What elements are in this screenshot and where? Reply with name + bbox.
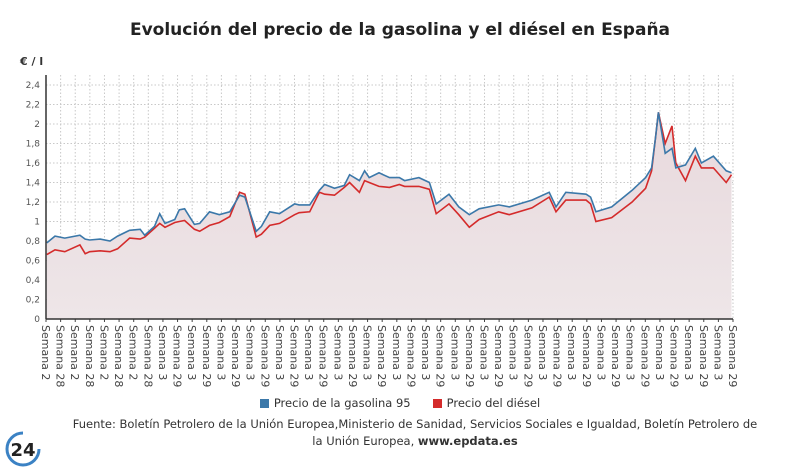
- x-tick-label: Semana 28: [112, 325, 125, 387]
- x-tick-label: Semana 29: [229, 325, 242, 387]
- x-tick-label: Semana 3: [185, 325, 198, 380]
- x-tick-label: Semana 2: [68, 325, 81, 380]
- x-tick-label: Semana 3: [653, 325, 666, 380]
- x-tick-label: Semana 29: [463, 325, 476, 387]
- x-tick-label: Semana 3: [302, 325, 315, 380]
- series-line-gasoline: [46, 112, 732, 244]
- x-tick-label: Semana 29: [726, 325, 739, 387]
- y-tick-label: 1,2: [26, 198, 40, 208]
- legend-label-diesel: Precio del diésel: [446, 396, 541, 410]
- source-note: Fuente: Boletín Petrolero de la Unión Eu…: [70, 416, 760, 450]
- legend-swatch-diesel: [432, 398, 442, 408]
- x-tick-label: Semana 29: [404, 325, 417, 387]
- line-chart: 0 0,2 0,4 0,6 0,8 1 1,2 1,4 1,6 1,8 2 2,2 2,4 Semana…: [26, 75, 739, 387]
- legend-swatch-gasoline: [259, 398, 269, 408]
- y-axis-label: € / l: [20, 55, 44, 68]
- x-tick-label: Semana 29: [580, 325, 593, 387]
- x-tick-label: Semana 3: [565, 325, 578, 380]
- axes: [45, 75, 733, 320]
- area-fill: [46, 112, 732, 319]
- x-tick-label: Semana 29: [258, 325, 271, 387]
- x-tick-label: Semana 3: [711, 325, 724, 380]
- x-tick-label: Semana 29: [171, 325, 184, 387]
- x-tick-label: Semana 3: [507, 325, 520, 380]
- x-tick-label: Semana 29: [551, 325, 564, 387]
- x-tick-label: Semana 3: [331, 325, 344, 380]
- x-tick-label: Semana 2: [127, 325, 140, 380]
- y-tick-label: 1,4: [26, 179, 41, 189]
- chart-title: Evolución del precio de la gasolina y el…: [129, 20, 671, 40]
- x-tick-labels: Semana 2 Semana 28 Semana 2 Semana 28 Semana…: [39, 325, 739, 387]
- y-tick-label: 0,8: [26, 237, 41, 247]
- x-tick-label: Semana 3: [361, 325, 374, 380]
- y-tick-label: 1,6: [26, 159, 41, 169]
- y-tick-label: 0,4: [26, 276, 41, 286]
- x-tick-label: Semana 3: [156, 325, 169, 380]
- y-tick-labels: 0 0,2 0,4 0,6 0,8 1 1,2 1,4 1,6 1,8 2 2,2 2,4: [26, 81, 41, 325]
- x-tick-label: Semana 2: [97, 325, 110, 380]
- x-tick-label: Semana 28: [54, 325, 67, 387]
- x-tick-label: Semana 3: [682, 325, 695, 380]
- x-tick-label: Semana 29: [697, 325, 710, 387]
- x-tick-label: Semana 3: [273, 325, 286, 380]
- x-tick-label: Semana 3: [390, 325, 403, 380]
- x-tick-label: Semana 3: [448, 325, 461, 380]
- x-tick-label: Semana 3: [594, 325, 607, 380]
- x-tick-label: Semana 29: [609, 325, 622, 387]
- x-tick-label: Semana 29: [200, 325, 213, 387]
- svg-text:24: 24: [10, 440, 35, 461]
- x-tick-label: Semana 29: [638, 325, 651, 387]
- y-tick-label: 0,6: [26, 257, 41, 267]
- x-tick-label: Semana 28: [141, 325, 154, 387]
- x-tick-label: Semana 29: [521, 325, 534, 387]
- legend-item-gasoline[interactable]: Precio de la gasolina 95: [259, 396, 411, 410]
- x-tick-label: Semana 3: [536, 325, 549, 380]
- x-tick-label: Semana 3: [624, 325, 637, 380]
- x-tick-label: Semana 3: [419, 325, 432, 380]
- x-tick-label: Semana 2: [39, 325, 52, 380]
- y-tick-label: 2,2: [26, 101, 40, 111]
- y-tick-label: 2: [34, 120, 40, 130]
- source-link[interactable]: www.epdata.es: [417, 434, 518, 448]
- logo-24-icon: 24: [5, 431, 41, 467]
- x-tick-label: Semana 29: [346, 325, 359, 387]
- x-tick-label: Semana 29: [668, 325, 681, 387]
- y-tick-label: 0,2: [26, 296, 40, 306]
- x-tick-label: Semana 3: [244, 325, 257, 380]
- y-tick-label: 0: [34, 315, 40, 325]
- y-tick-label: 2,4: [26, 81, 41, 91]
- x-tick-label: Semana 29: [434, 325, 447, 387]
- legend-label-gasoline: Precio de la gasolina 95: [273, 396, 411, 410]
- legend: Precio de la gasolina 95 Precio del diés…: [0, 396, 800, 410]
- y-tick-label: 1: [34, 218, 40, 228]
- x-tick-label: Semana 29: [492, 325, 505, 387]
- x-tick-label: Semana 29: [287, 325, 300, 387]
- x-tick-label: Semana 29: [317, 325, 330, 387]
- x-tick-label: Semana 3: [478, 325, 491, 380]
- x-tick-label: Semana 29: [375, 325, 388, 387]
- source-text: Fuente: Boletín Petrolero de la Unión Eu…: [72, 417, 758, 448]
- legend-item-diesel[interactable]: Precio del diésel: [432, 396, 541, 410]
- x-tick-label: Semana 3: [214, 325, 227, 380]
- series-line-diesel: [46, 112, 733, 256]
- x-tick-label: Semana 28: [83, 325, 96, 387]
- y-tick-label: 1,8: [26, 140, 41, 150]
